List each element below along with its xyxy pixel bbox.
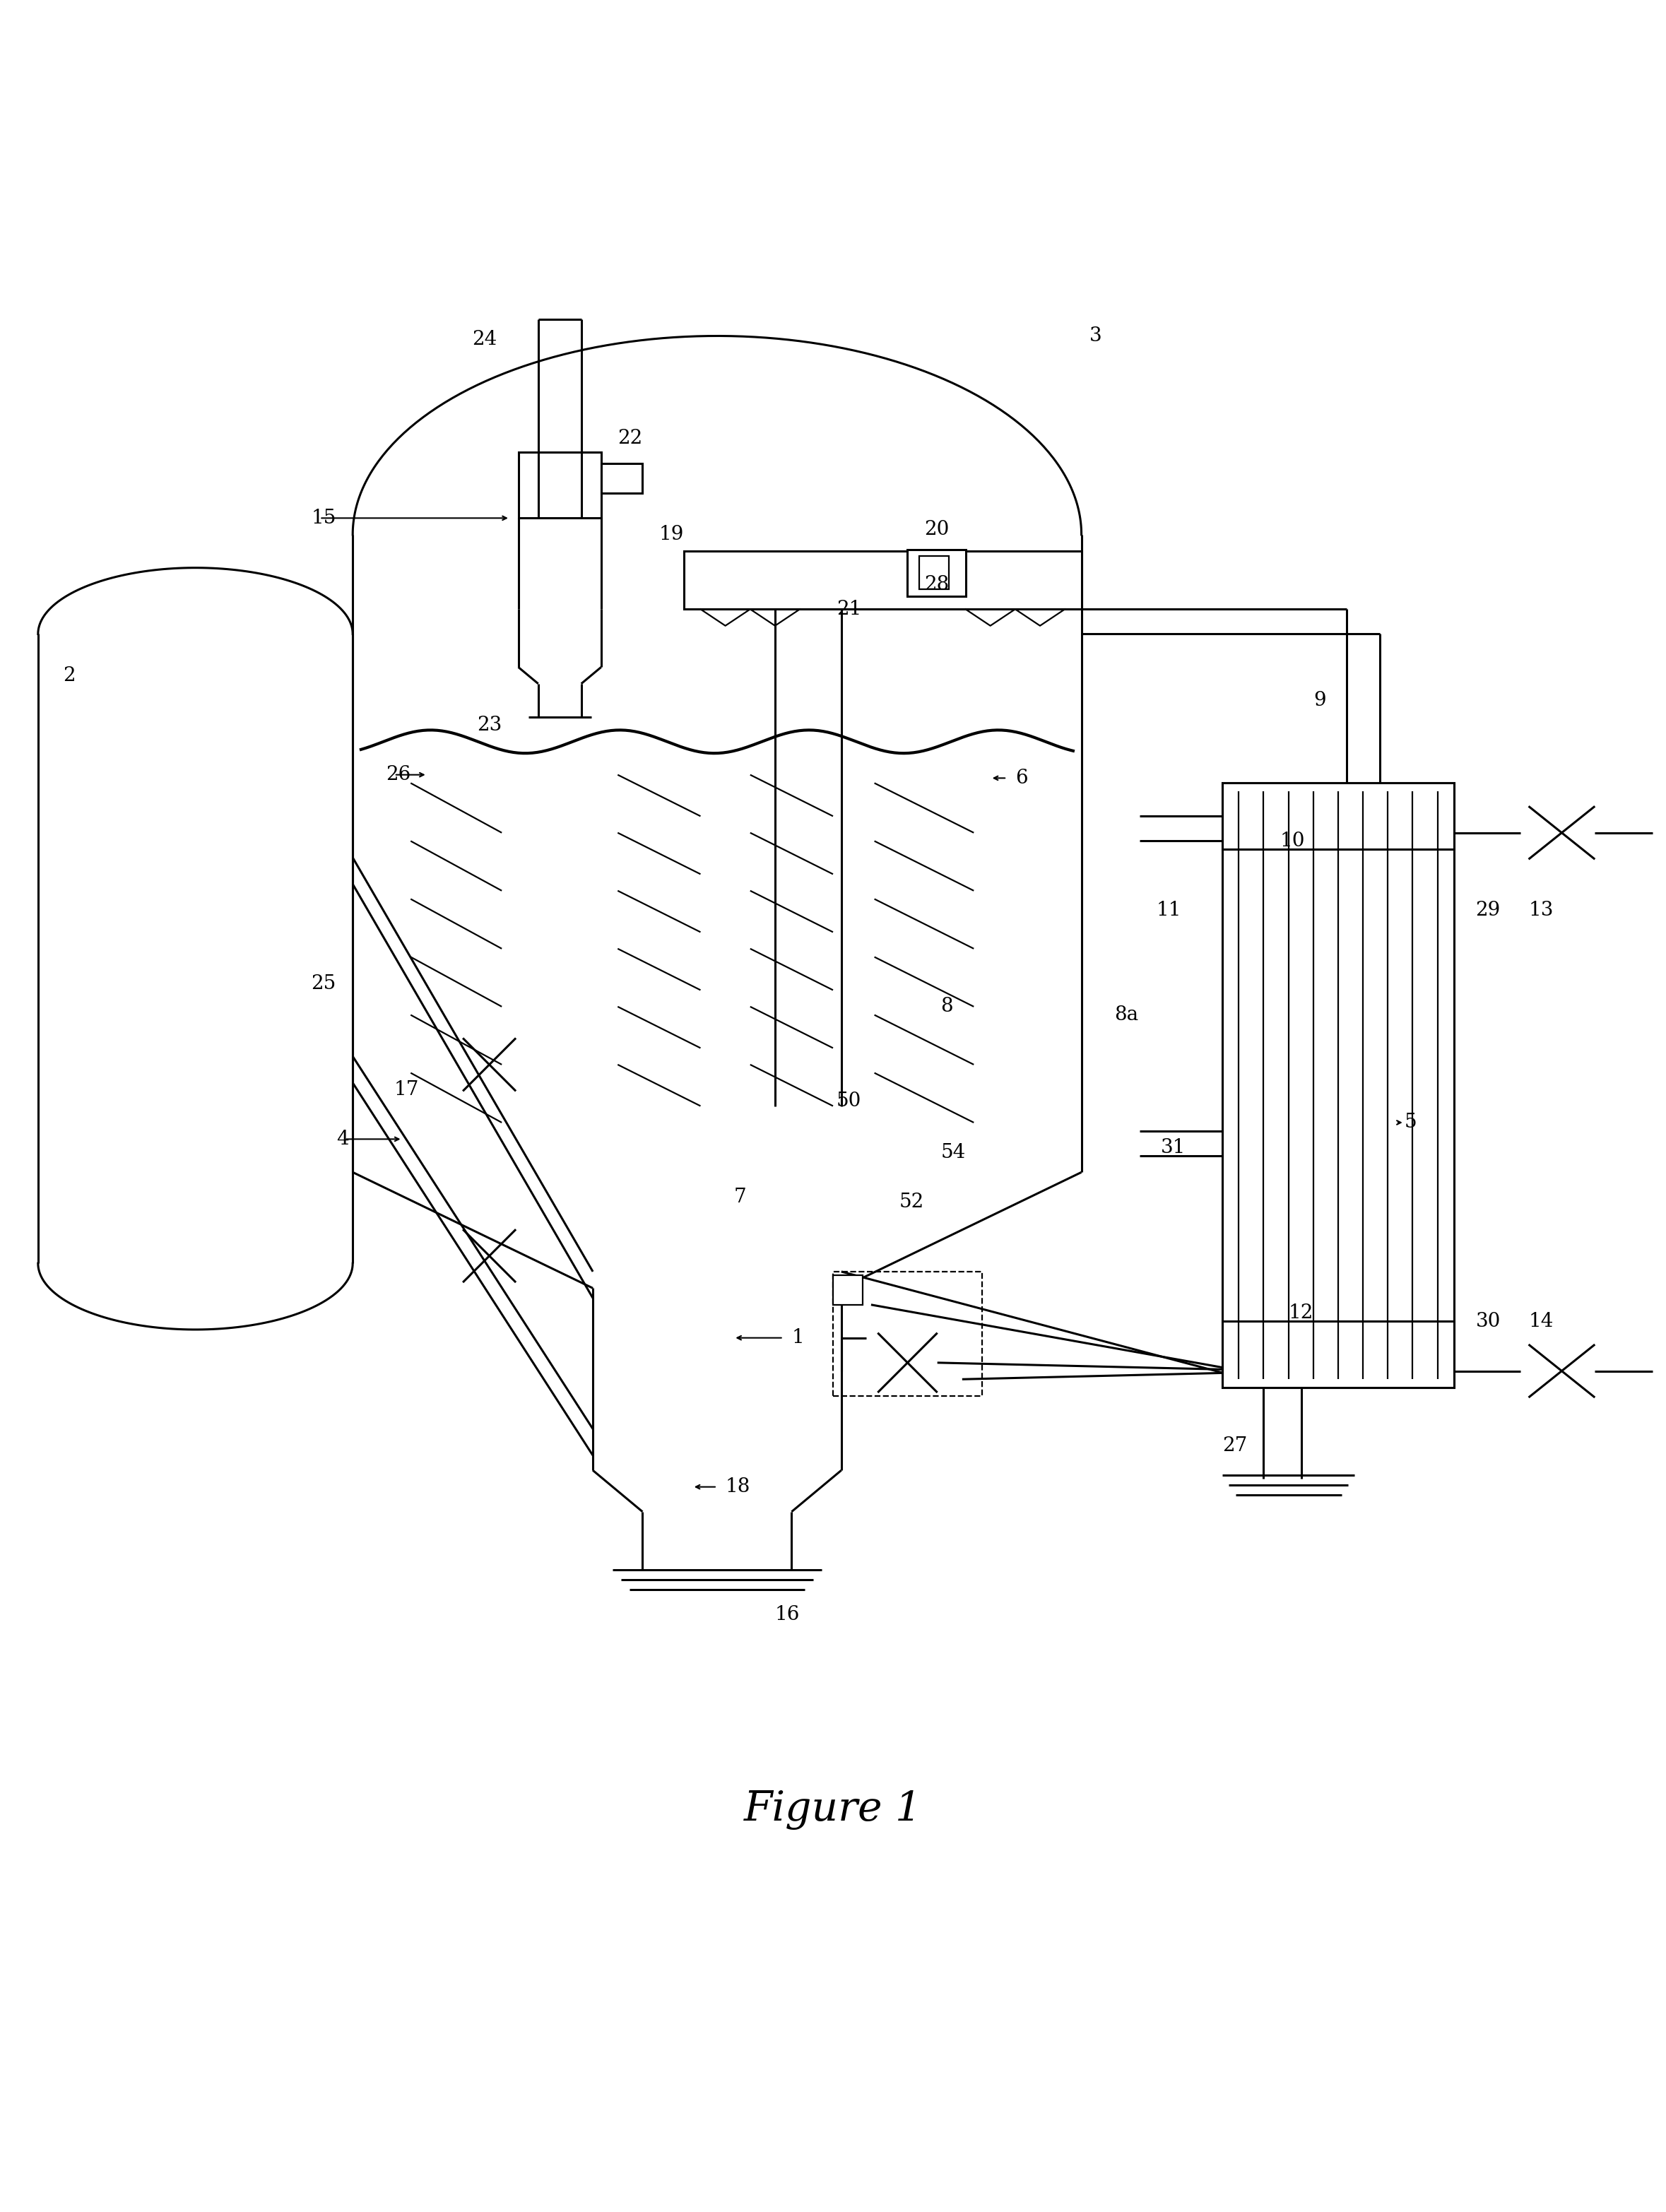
Text: 22: 22 [618, 429, 643, 449]
Text: 12: 12 [1288, 1303, 1313, 1323]
Text: 23: 23 [476, 714, 501, 734]
Text: 25: 25 [312, 973, 337, 993]
Text: 15: 15 [312, 509, 337, 529]
Bar [1223, 783, 1454, 1387]
Text: 27: 27 [1223, 1436, 1248, 1455]
Text: 1: 1 [791, 1329, 805, 1347]
Text: 21: 21 [836, 599, 861, 619]
Text: 52: 52 [900, 1192, 925, 1212]
Bar [1223, 1321, 1454, 1387]
Text: 24: 24 [471, 330, 496, 349]
Text: 13: 13 [1529, 900, 1554, 920]
Text: 26: 26 [387, 765, 412, 785]
Text: 20: 20 [925, 520, 950, 540]
Text: 16: 16 [775, 1606, 800, 1624]
Text: 3: 3 [1090, 327, 1103, 345]
Text: Figure 1: Figure 1 [745, 1790, 921, 1829]
Bar [920, 555, 950, 588]
Text: 8a: 8a [1115, 1006, 1138, 1024]
Bar [1223, 783, 1454, 849]
Text: 10: 10 [1279, 832, 1304, 852]
Bar [601, 465, 643, 493]
Bar [908, 549, 966, 595]
Text: 19: 19 [660, 524, 685, 544]
Bar [833, 1272, 981, 1396]
Text: 17: 17 [395, 1079, 420, 1099]
Text: 6: 6 [1015, 768, 1028, 787]
Bar [685, 551, 1081, 608]
Text: 18: 18 [725, 1478, 750, 1498]
Text: 50: 50 [836, 1091, 861, 1110]
Text: 14: 14 [1529, 1312, 1554, 1332]
Bar [833, 1274, 863, 1305]
Text: 28: 28 [925, 575, 950, 593]
Text: 11: 11 [1156, 900, 1181, 920]
Text: 2: 2 [63, 666, 75, 686]
Text: 7: 7 [733, 1188, 746, 1206]
Text: 4: 4 [337, 1130, 348, 1148]
Bar [518, 451, 601, 518]
Text: 30: 30 [1476, 1312, 1501, 1332]
Text: 54: 54 [941, 1144, 966, 1161]
Text: 5: 5 [1404, 1113, 1416, 1133]
Text: 31: 31 [1161, 1137, 1186, 1157]
Text: 29: 29 [1476, 900, 1501, 920]
Text: 9: 9 [1313, 690, 1326, 710]
Text: 8: 8 [941, 998, 953, 1015]
